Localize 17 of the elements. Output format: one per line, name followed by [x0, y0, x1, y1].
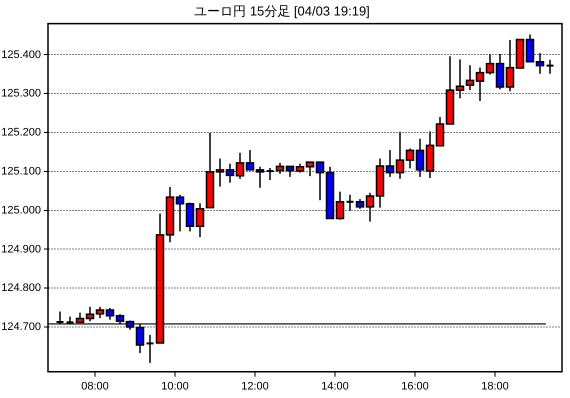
y-tick-label: 125.000	[1, 204, 41, 216]
chart-title: ユーロ円 15分足 [04/03 19:19]	[194, 3, 370, 18]
x-tick-label: 08:00	[81, 380, 109, 392]
y-tick-label: 125.200	[1, 126, 41, 139]
y-tick-label: 125.300	[1, 88, 41, 100]
x-tick-label: 18:00	[481, 380, 509, 392]
x-tick-label: 16:00	[401, 380, 429, 392]
x-tick-label: 12:00	[241, 380, 269, 392]
y-tick-label: 125.100	[1, 165, 41, 178]
x-tick-label: 14:00	[321, 380, 349, 392]
candlestick	[146, 334, 154, 364]
x-tick-label: 10:00	[161, 380, 189, 392]
y-tick-label: 124.900	[1, 243, 41, 256]
y-tick-label: 124.800	[1, 282, 41, 294]
y-tick-label: 124.700	[1, 321, 41, 334]
candlestick	[546, 59, 554, 75]
y-tick-label: 125.400	[1, 48, 41, 61]
